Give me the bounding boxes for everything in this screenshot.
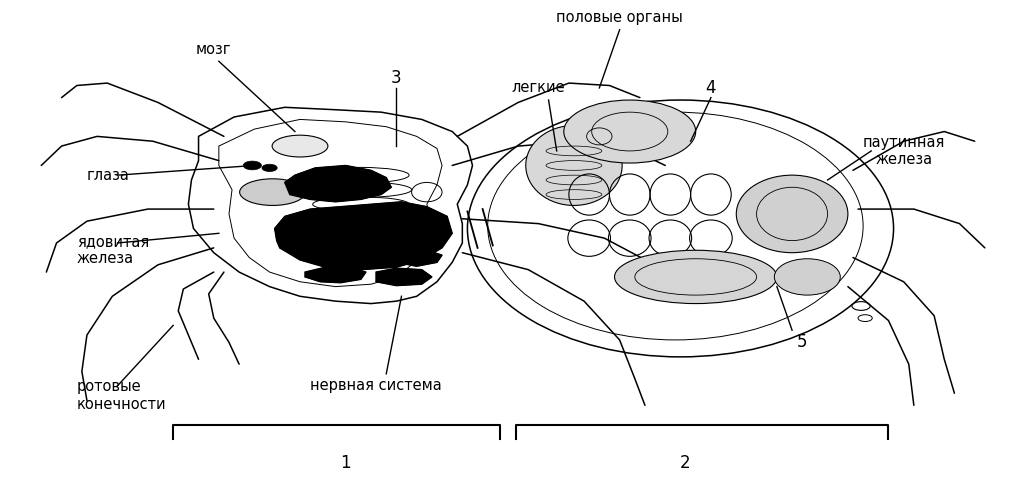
Ellipse shape: [240, 179, 306, 206]
Text: нервная система: нервная система: [310, 379, 442, 394]
Text: ротовые
конечности: ротовые конечности: [77, 380, 167, 412]
Polygon shape: [305, 267, 366, 283]
Text: 1: 1: [340, 454, 351, 472]
Polygon shape: [396, 250, 442, 266]
Text: ядовитая
железа: ядовитая железа: [77, 234, 149, 266]
Ellipse shape: [774, 259, 840, 295]
Ellipse shape: [525, 125, 622, 206]
Text: 2: 2: [681, 454, 691, 472]
Polygon shape: [376, 268, 432, 286]
Polygon shape: [274, 202, 452, 270]
Text: мозг: мозг: [196, 42, 232, 57]
Ellipse shape: [564, 100, 696, 163]
Text: половые органы: половые органы: [556, 10, 683, 25]
Text: 5: 5: [797, 333, 808, 351]
Ellipse shape: [262, 164, 277, 172]
Ellipse shape: [615, 250, 777, 304]
Polygon shape: [284, 165, 391, 202]
Text: 4: 4: [706, 79, 716, 97]
Ellipse shape: [272, 135, 328, 157]
Text: глаза: глаза: [87, 168, 130, 183]
Text: паутинная
железа: паутинная железа: [863, 135, 945, 167]
Ellipse shape: [243, 161, 261, 170]
Text: 3: 3: [391, 69, 401, 87]
Ellipse shape: [737, 175, 848, 253]
Text: легкие: легкие: [512, 80, 565, 95]
